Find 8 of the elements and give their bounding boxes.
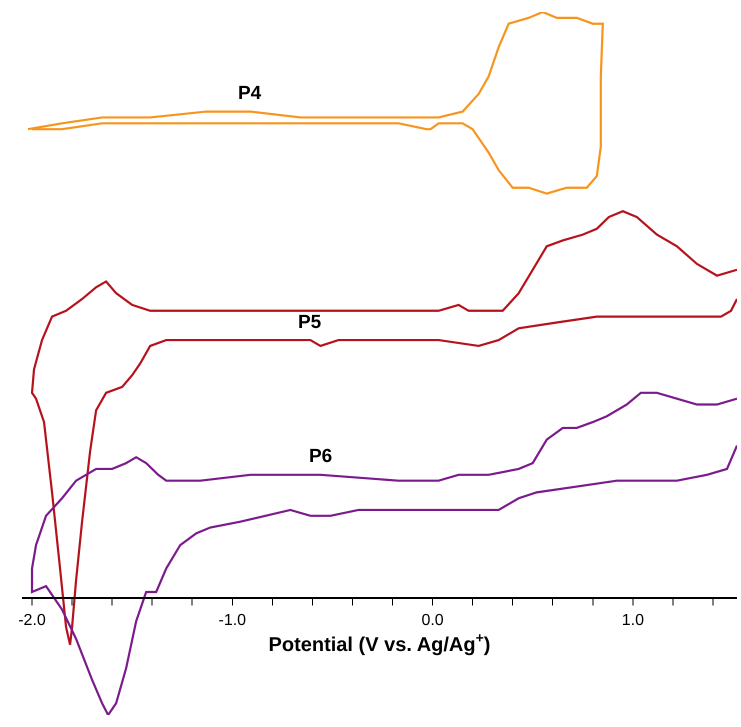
x-tick-label: 0.0 xyxy=(421,612,444,629)
x-tick-label: 1.0 xyxy=(622,612,644,629)
x-tick-label: -2.0 xyxy=(18,612,46,629)
series-label: P4 xyxy=(238,83,262,104)
series-label: P5 xyxy=(298,312,322,333)
x-axis-title: Potential (V vs. Ag/Ag$^{+}$) xyxy=(268,629,490,656)
series-label: P6 xyxy=(309,446,332,467)
x-tick-label: -1.0 xyxy=(218,612,246,629)
